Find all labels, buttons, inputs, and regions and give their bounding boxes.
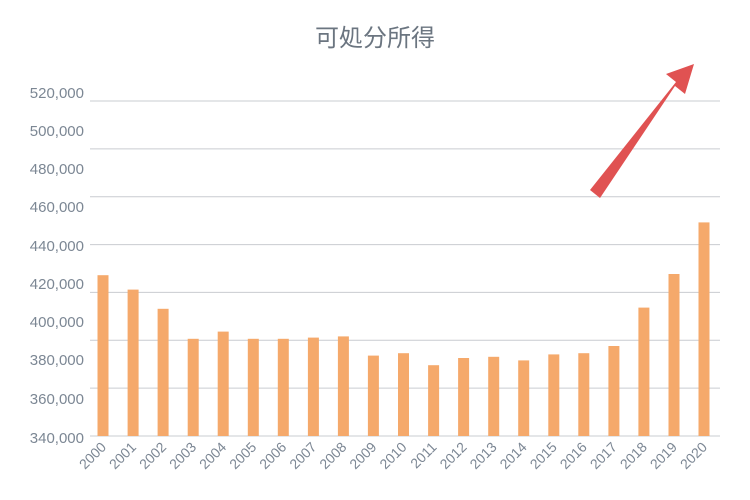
trend-arrow xyxy=(590,64,694,198)
bar-2004 xyxy=(217,331,229,436)
x-tick-label: 2005 xyxy=(226,439,259,472)
bar-2006 xyxy=(277,338,289,436)
bar-2017 xyxy=(608,346,620,436)
bar-2018 xyxy=(638,307,650,436)
y-tick-label: 400,000 xyxy=(30,314,84,331)
x-tick-label: 2014 xyxy=(496,439,529,472)
y-tick-label: 340,000 xyxy=(30,430,84,447)
y-tick-label: 520,000 xyxy=(30,85,84,102)
bars xyxy=(97,222,710,436)
x-tick-label: 2020 xyxy=(677,439,710,472)
arrow-shape xyxy=(590,64,694,198)
bar-2005 xyxy=(247,338,259,436)
x-axis-ticks: 2000200120022003200420052006200720082009… xyxy=(76,439,710,472)
x-tick-label: 2012 xyxy=(436,439,469,472)
x-tick-label: 2007 xyxy=(286,439,319,472)
bar-2019 xyxy=(668,274,680,436)
bar-2011 xyxy=(428,365,440,436)
x-tick-label: 2018 xyxy=(617,439,650,472)
x-tick-label: 2013 xyxy=(466,439,499,472)
y-tick-label: 440,000 xyxy=(30,238,84,255)
x-tick-label: 2008 xyxy=(316,439,349,472)
x-tick-label: 2019 xyxy=(647,439,680,472)
x-tick-label: 2011 xyxy=(407,439,440,472)
bar-2001 xyxy=(127,289,139,436)
x-tick-label: 2017 xyxy=(587,439,620,472)
y-tick-label: 380,000 xyxy=(30,352,84,369)
y-tick-label: 360,000 xyxy=(30,391,84,408)
bar-2003 xyxy=(187,338,199,436)
bar-2007 xyxy=(307,337,319,436)
x-tick-label: 2002 xyxy=(136,439,169,472)
bar-2014 xyxy=(518,360,530,436)
y-tick-label: 460,000 xyxy=(30,199,84,216)
x-tick-label: 2015 xyxy=(527,439,560,472)
bar-2010 xyxy=(398,353,409,436)
chart-title: 可処分所得 xyxy=(315,24,435,52)
bar-2002 xyxy=(157,308,169,436)
bar-2016 xyxy=(578,353,590,436)
x-tick-label: 2004 xyxy=(196,439,229,472)
bar-2000 xyxy=(97,275,109,436)
y-axis-ticks: 340,000 360,000 380,000 400,000 420,000 440,0… xyxy=(30,85,84,447)
y-tick-label: 420,000 xyxy=(30,276,84,293)
bar-2020 xyxy=(698,222,710,436)
bar-2009 xyxy=(367,355,379,436)
x-tick-label: 2016 xyxy=(557,439,590,472)
bar-2015 xyxy=(548,354,560,436)
bar-2008 xyxy=(337,336,349,436)
x-tick-label: 2003 xyxy=(166,439,199,472)
y-tick-label: 480,000 xyxy=(30,161,84,178)
x-tick-label: 2009 xyxy=(346,439,379,472)
y-tick-label: 500,000 xyxy=(30,123,84,140)
x-tick-label: 2010 xyxy=(376,439,409,472)
x-tick-label: 2006 xyxy=(256,439,289,472)
bar-2012 xyxy=(458,358,470,436)
x-tick-label: 2001 xyxy=(106,439,139,472)
bar-2013 xyxy=(488,356,500,436)
